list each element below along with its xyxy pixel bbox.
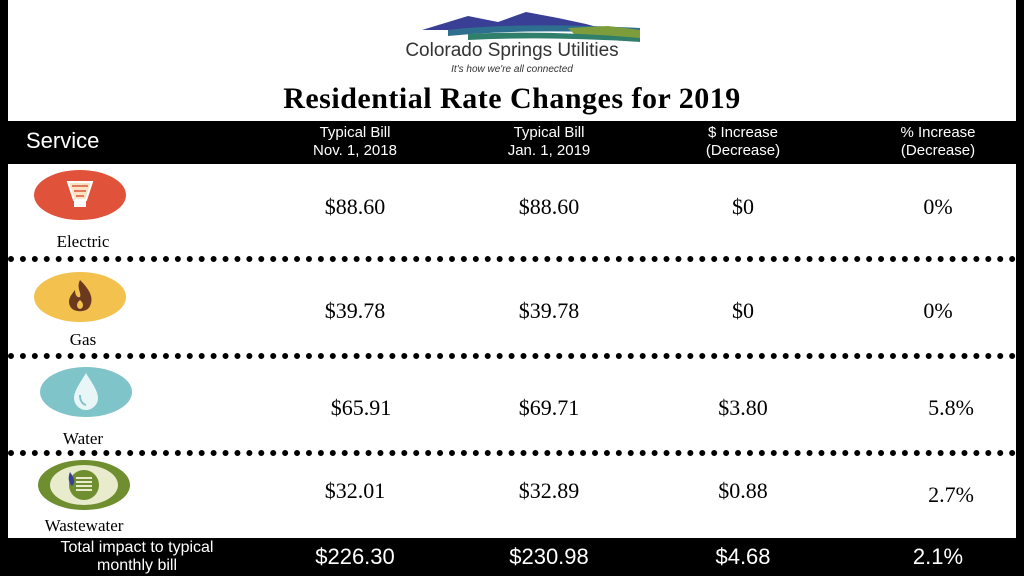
nov-bill-column-header: Typical Bill Nov. 1, 2018 — [270, 124, 440, 160]
total-percent-increase: 2.1% — [912, 544, 964, 569]
nov-bill-cell: $32.01 — [324, 478, 386, 503]
nov-bill-cell: $65.91 — [330, 395, 392, 420]
service-column-header: Service — [26, 128, 100, 153]
percent-increase-header-line1: % Increase — [900, 124, 976, 141]
total-label-line2: monthly bill — [96, 557, 178, 574]
service-label: Water — [62, 429, 104, 448]
water-drop-icon — [74, 373, 98, 410]
dollar-increase-header-line1: $ Increase — [707, 124, 779, 141]
service-label: Gas — [69, 330, 97, 349]
percent-increase-cell: 0% — [923, 194, 953, 219]
nov-bill-header-line2: Nov. 1, 2018 — [313, 142, 397, 159]
jan-bill-cell: $69.71 — [518, 395, 580, 420]
service-label: Wastewater — [44, 516, 124, 535]
row-divider — [8, 450, 1016, 456]
mountain-logo-icon — [422, 12, 640, 42]
percent-increase-cell: 5.8% — [928, 395, 974, 420]
table-row: Gas $39.78 $39.78 $0 0% — [8, 262, 1016, 354]
total-label-line1: Total impact to typical — [60, 539, 214, 556]
table-row: Electric $88.60 $88.60 $0 0% — [8, 164, 1016, 256]
percent-increase-cell: 0% — [923, 298, 953, 323]
dollar-increase-column-header: $ Increase (Decrease) — [668, 124, 818, 160]
row-divider — [8, 256, 1016, 262]
rate-changes-page: Colorado Springs Utilities It's how we'r… — [8, 0, 1016, 576]
total-row: Total impact to typical monthly bill $22… — [8, 538, 1016, 576]
page-title: Residential Rate Changes for 2019 — [283, 82, 741, 115]
wastewater-icon — [50, 465, 118, 505]
nov-bill-cell: $88.60 — [324, 194, 386, 219]
dollar-increase-cell: $0.88 — [718, 478, 768, 503]
gas-icon-badge — [34, 272, 126, 322]
water-icon-badge — [40, 367, 132, 417]
wastewater-icon-badge — [38, 460, 130, 510]
jan-bill-cell: $39.78 — [518, 298, 580, 323]
percent-increase-column-header: % Increase (Decrease) — [863, 124, 1013, 160]
jan-bill-header-line1: Typical Bill — [513, 124, 585, 141]
service-label: Electric — [56, 232, 110, 251]
header: Colorado Springs Utilities It's how we'r… — [8, 0, 1016, 120]
jan-bill-cell: $88.60 — [518, 194, 580, 219]
nov-bill-header-line1: Typical Bill — [319, 124, 391, 141]
dollar-increase-header-line2: (Decrease) — [705, 142, 781, 159]
table-row: Wastewater $32.01 $32.89 $0.88 2.7% — [8, 456, 1016, 538]
lightbulb-icon — [66, 181, 94, 207]
nov-bill-cell: $39.78 — [324, 298, 386, 323]
table-header: Service Typical Bill Nov. 1, 2018 Typica… — [8, 121, 1016, 164]
jan-bill-cell: $32.89 — [518, 478, 580, 503]
jan-bill-column-header: Typical Bill Jan. 1, 2019 — [464, 124, 634, 160]
total-dollar-increase: $4.68 — [715, 544, 771, 569]
total-nov-bill: $226.30 — [315, 544, 395, 569]
tagline: It's how we're all connected — [451, 64, 573, 75]
electric-icon-badge — [34, 170, 126, 220]
dollar-increase-cell: $0 — [732, 194, 754, 219]
row-divider — [8, 353, 1016, 359]
org-name: Colorado Springs Utilities — [405, 40, 619, 61]
table-row: Water $65.91 $69.71 $3.80 5.8% — [8, 359, 1016, 451]
dollar-increase-cell: $3.80 — [718, 395, 768, 420]
flame-icon — [69, 280, 92, 312]
jan-bill-header-line2: Jan. 1, 2019 — [507, 142, 591, 159]
total-jan-bill: $230.98 — [509, 544, 589, 569]
percent-increase-header-line2: (Decrease) — [900, 142, 976, 159]
total-label: Total impact to typical monthly bill — [8, 539, 266, 575]
percent-increase-cell: 2.7% — [928, 482, 974, 507]
dollar-increase-cell: $0 — [732, 298, 754, 323]
